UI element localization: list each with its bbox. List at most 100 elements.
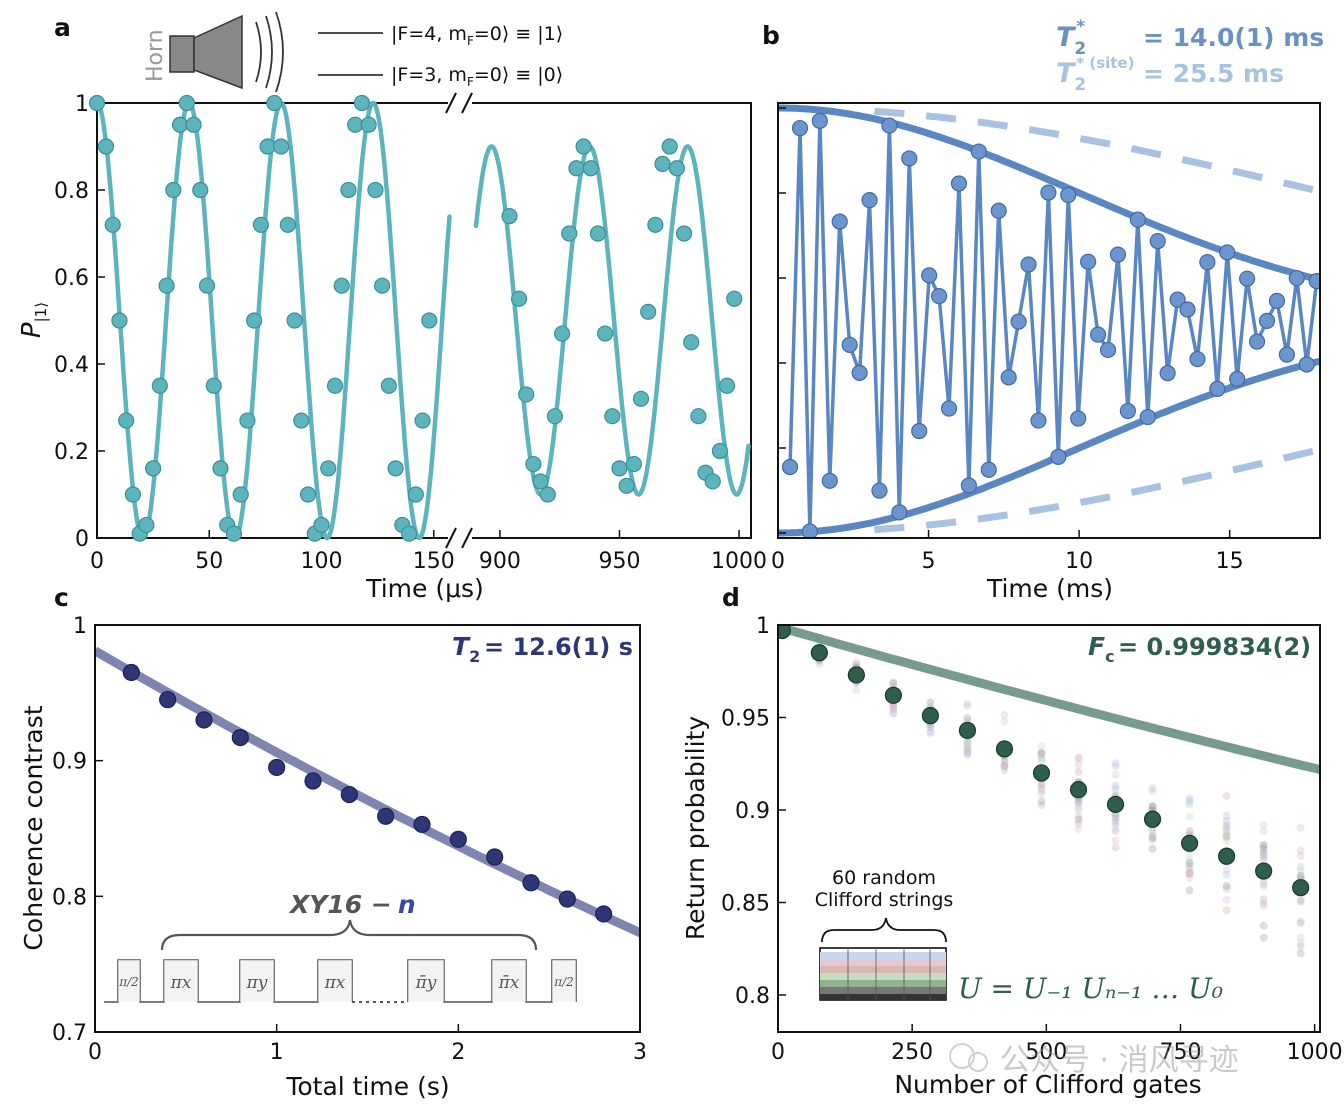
random-string-point-d — [1185, 812, 1194, 821]
y-tick-label-c: 1 — [73, 614, 87, 639]
random-string-point-d — [1259, 921, 1268, 930]
level-1-label: |F=4, mF=0⟩ ≡ |1⟩ — [391, 23, 563, 48]
data-point-b — [841, 336, 858, 353]
random-string-point-d — [926, 698, 935, 707]
inset-line1: 60 random — [832, 867, 936, 889]
random-string-point-d — [1111, 820, 1120, 829]
random-string-point-d — [1148, 802, 1157, 811]
data-point-b — [921, 267, 938, 284]
random-string-point-d — [1111, 810, 1120, 819]
random-string-point-d — [1296, 938, 1305, 947]
random-string-point-d — [963, 738, 972, 747]
data-point-b — [1060, 186, 1077, 204]
random-string-point-d — [1222, 882, 1231, 891]
random-string-point-d — [1185, 858, 1194, 867]
data-point-a — [198, 277, 216, 294]
random-string-point-d — [1296, 917, 1305, 926]
random-string-point-d — [1222, 895, 1231, 904]
random-string-point-d — [1148, 802, 1157, 811]
data-point-b — [1050, 448, 1067, 465]
random-string-point-d — [1259, 849, 1268, 858]
pulse-label-2: πy — [246, 973, 268, 993]
data-point-b — [1020, 256, 1037, 273]
data-point-a — [510, 290, 528, 307]
data-point-a — [178, 94, 195, 112]
plot-frame-b — [777, 102, 1321, 539]
random-string-point-d — [1037, 749, 1046, 758]
data-point-a — [145, 460, 162, 477]
data-point-a — [597, 325, 614, 342]
random-string-point-d — [1185, 853, 1194, 862]
data-point-b — [1149, 233, 1166, 250]
data-point-b — [1169, 291, 1186, 308]
random-string-point-d — [1222, 791, 1231, 800]
data-point-b — [1239, 270, 1256, 287]
data-point-b — [1099, 341, 1117, 359]
oscillation-line-b — [788, 120, 1319, 532]
x-axis-label-c: Total time (s) — [285, 1072, 449, 1101]
data-point-a — [568, 160, 585, 177]
sequence-label: XY16 − n — [288, 890, 416, 919]
mean-point-d — [958, 721, 977, 740]
random-string-point-d — [889, 709, 898, 718]
x-axis-label-a: Time (μs) — [365, 574, 484, 603]
data-point-c — [268, 758, 286, 777]
y-tick-label-d: 0.95 — [721, 707, 770, 732]
random-string-point-d — [1222, 885, 1231, 894]
pulse-label-5: π̄x — [498, 973, 520, 993]
random-string-point-d — [889, 704, 898, 713]
random-string-point-d — [1111, 836, 1120, 845]
random-string-point-d — [1074, 824, 1083, 833]
data-point-a — [320, 460, 337, 477]
data-point-a — [313, 516, 330, 534]
panel-label-b: b — [762, 21, 780, 50]
data-point-b — [940, 400, 958, 417]
random-string-point-d — [1185, 886, 1194, 895]
data-point-a — [561, 225, 578, 242]
fit-line-c — [95, 646, 640, 938]
data-point-b — [1219, 244, 1236, 261]
random-string-point-d — [852, 660, 861, 669]
random-string-point-d — [1259, 848, 1268, 857]
data-point-a — [347, 116, 364, 133]
random-string-point-d — [1037, 786, 1046, 795]
panel-d-plot: 0.8 0.85 0.9 0.95 1 0 250 500 750 1000 Number of C… — [681, 614, 1343, 1099]
watermark-text: 公众号 · 消风寻迹 — [1000, 1043, 1239, 1078]
data-point-b — [831, 213, 848, 230]
data-point-a — [165, 181, 182, 199]
panel-label-c: c — [54, 583, 69, 612]
random-string-point-d — [1259, 851, 1268, 860]
random-string-point-d — [1222, 881, 1231, 890]
data-point-a — [690, 408, 707, 425]
y-tick-label-c: 0.9 — [52, 750, 87, 775]
mean-point-d — [1143, 810, 1162, 828]
random-string-point-d — [926, 723, 935, 732]
data-point-a — [582, 160, 599, 177]
data-point-b — [871, 482, 888, 499]
data-point-b — [1298, 356, 1315, 373]
random-string-point-d — [1111, 781, 1120, 790]
data-point-b — [980, 461, 997, 478]
random-string-point-d — [852, 658, 861, 667]
data-point-b — [821, 472, 838, 489]
fc-label: Fc — [1088, 632, 1115, 666]
y-tick-label-a: 1 — [75, 92, 89, 117]
random-string-point-d — [1037, 790, 1046, 799]
mean-point-d — [1032, 764, 1051, 782]
random-string-point-d — [889, 702, 898, 711]
random-string-point-d — [1222, 906, 1231, 915]
inset-line2: Clifford strings — [815, 889, 954, 911]
random-string-point-d — [963, 739, 972, 748]
data-point-a — [353, 94, 371, 112]
data-point-b — [950, 175, 968, 192]
random-string-point-d — [963, 743, 972, 752]
random-string-point-d — [889, 679, 898, 688]
random-string-point-d — [1000, 757, 1009, 766]
x-axis-label-d: Number of Clifford gates — [894, 1070, 1201, 1099]
x-axis-label-b: Time (ms) — [986, 574, 1113, 603]
random-string-point-d — [1074, 815, 1083, 824]
data-point-b — [1139, 408, 1156, 426]
mean-point-d — [921, 707, 940, 725]
x-tick-label-d: 0 — [771, 1040, 785, 1065]
random-string-point-d — [1222, 823, 1231, 832]
